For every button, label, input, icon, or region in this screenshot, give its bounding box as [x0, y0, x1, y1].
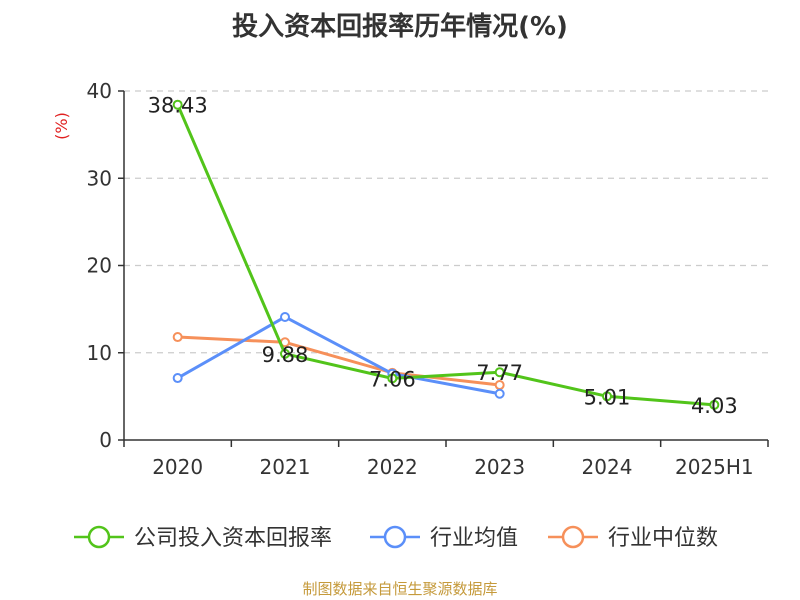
- legend-label: 行业均值: [430, 526, 518, 551]
- data-point: [387, 373, 398, 384]
- x-tick-label: 2022: [367, 455, 418, 479]
- x-tick-label: 2023: [474, 455, 525, 479]
- y-tick-label: 20: [87, 254, 112, 278]
- data-labels: 38.43 9.88 7.06 7.77 5.01 4.03: [148, 94, 738, 418]
- data-point: [709, 399, 720, 410]
- series-line-2: [177, 335, 500, 387]
- data-point: [494, 388, 505, 399]
- data-point: [494, 367, 505, 378]
- series-lines: [172, 99, 720, 410]
- y-tick-label: 10: [87, 341, 112, 365]
- x-tick-label: 2020: [152, 455, 203, 479]
- data-point: [280, 348, 290, 359]
- grid-lines: [124, 90, 768, 354]
- data-point: [172, 373, 183, 384]
- data-point: [172, 99, 183, 110]
- legend: 公司投入资本回报率 行业均值 行业中位数: [74, 525, 718, 551]
- x-tick-label: 2024: [582, 455, 633, 479]
- data-point: [280, 311, 290, 322]
- y-tick-label: 40: [87, 79, 112, 103]
- y-axis-unit: (%): [52, 112, 71, 140]
- legend-label: 行业中位数: [608, 526, 718, 551]
- x-tick-label: 2025H1: [675, 455, 754, 479]
- legend-label: 公司投入资本回报率: [134, 526, 332, 551]
- legend-swatch-marker: [383, 525, 407, 549]
- data-point: [602, 391, 612, 402]
- y-tick-label: 30: [87, 166, 112, 190]
- data-label: 7.06: [369, 367, 416, 391]
- data-point: [172, 332, 183, 343]
- series-line-0: [176, 104, 715, 407]
- data-label: 9.88: [262, 343, 309, 367]
- chart-title: 投入资本回报率历年情况(%): [232, 12, 568, 42]
- series-line-1: [176, 315, 500, 396]
- source-note: 制图数据来自恒生聚源数据库: [302, 580, 498, 598]
- legend-swatch-marker: [561, 525, 585, 549]
- legend-swatch-marker: [87, 525, 111, 549]
- axes: 0 10 20 30 40 2020 2021 2022 2023 2024 2025H1: [87, 79, 769, 479]
- data-label: 7.77: [476, 361, 523, 385]
- data-label: 5.01: [584, 385, 631, 409]
- x-tick-label: 2021: [260, 455, 311, 479]
- y-tick-label: 0: [99, 428, 112, 452]
- data-label: 38.43: [148, 94, 208, 118]
- data-label: 4.03: [691, 394, 738, 418]
